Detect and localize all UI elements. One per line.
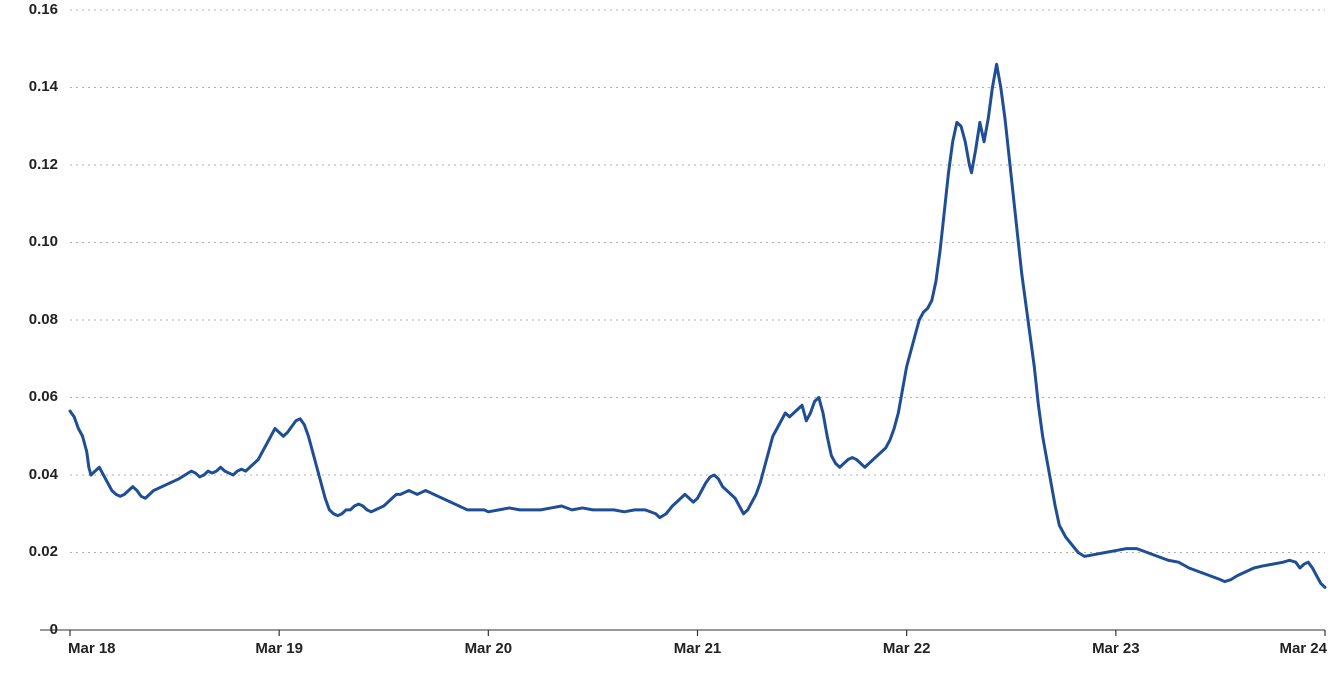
x-tick-label: Mar 21: [674, 640, 722, 657]
y-tick-label: 0: [50, 621, 58, 638]
y-tick-label: 0.12: [29, 156, 58, 173]
x-tick-label: Mar 23: [1092, 640, 1140, 657]
line-chart: 0 0.02 0.04 0.06 0.08 0.10 0.12 0.14 0.16 Mar 18 M…: [0, 0, 1335, 682]
x-tick-label: Mar 20: [465, 640, 513, 657]
x-tick-label: Mar 18: [68, 640, 116, 657]
y-tick-label: 0.04: [29, 466, 58, 483]
y-tick-label: 0.06: [29, 388, 58, 405]
chart-svg: [0, 0, 1335, 682]
y-tick-label: 0.08: [29, 311, 58, 328]
x-tick-label: Mar 19: [255, 640, 303, 657]
y-tick-label: 0.10: [29, 233, 58, 250]
y-tick-label: 0.14: [29, 78, 58, 95]
y-tick-label: 0.02: [29, 543, 58, 560]
y-tick-label: 0.16: [29, 1, 58, 18]
x-tick-label: Mar 22: [883, 640, 931, 657]
x-tick-label: Mar 24: [1279, 640, 1327, 657]
